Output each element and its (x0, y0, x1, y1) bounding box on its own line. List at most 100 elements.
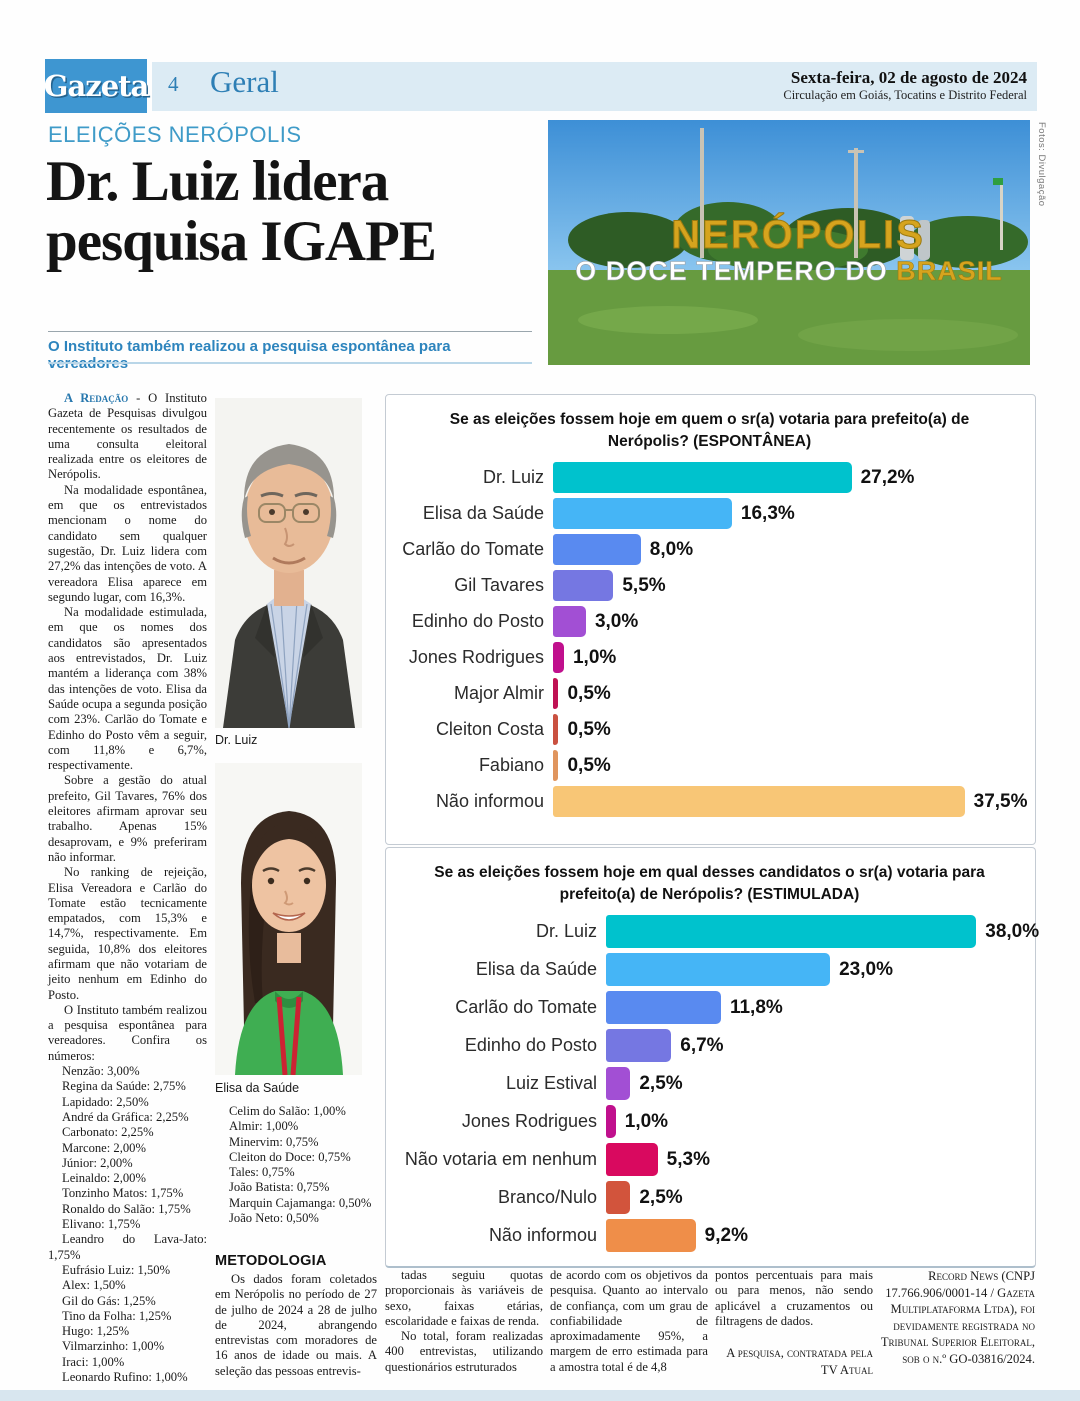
bar-label: Edinho do Posto (411, 611, 544, 632)
date-area: Sexta-feira, 02 de agosto de 2024 Circul… (152, 62, 1037, 111)
methodology-paragraph-3: No total, foram realizadas 400 entrevist… (385, 1329, 543, 1374)
paragraph-2: Na modalidade espontânea, em que os entr… (48, 482, 207, 604)
bar-label: Carlão do Tomate (455, 997, 597, 1018)
paragraph-5: No ranking de rejeição, Elisa Vereadora … (48, 865, 207, 1002)
list-item: Leinaldo: 2,00% (62, 1171, 146, 1186)
bar (606, 953, 831, 987)
bar-row: Luiz Estival 2,5% (394, 1067, 1025, 1101)
bar (606, 1181, 631, 1215)
list-item: André da Gráfica: 2,25% (62, 1109, 189, 1124)
list-item: Vilmarzinho: 1,00% (62, 1339, 165, 1354)
bar (606, 991, 721, 1025)
hero-sign-title: NERÓPOLIS (671, 211, 925, 257)
bar-value: 2,5% (639, 1072, 683, 1094)
hero-photo-illustration: NERÓPOLIS O DOCE TEMPERO DO BRASIL (548, 120, 1030, 365)
bar-row: Dr. Luiz 27,2% (394, 462, 1025, 494)
hero-sign-subtitle: O DOCE TEMPERO DO BRASIL (575, 256, 1003, 286)
hero-sign-subtitle-white: O DOCE TEMPERO DO (575, 256, 896, 286)
bar (606, 1219, 696, 1253)
chart-estimulada-rows: Dr. Luiz 38,0% Elisa da Saúde 23,0% Carlão d… (394, 915, 1039, 1253)
bar (606, 915, 977, 949)
bar-value: 23,0% (839, 958, 893, 980)
page-number: 4 (168, 72, 179, 96)
section-title: Geral (210, 64, 279, 99)
bar-row: Carlão do Tomate 11,8% (394, 991, 1025, 1025)
bar-row: Edinho do Posto 3,0% (394, 606, 1025, 638)
subhead-rule (48, 362, 532, 364)
bar-row: Não informou 37,5% (394, 786, 1028, 818)
bar-value: 9,2% (704, 1224, 748, 1246)
survey-signoff: A pesquisa, contratada pela TV Atual (726, 1346, 873, 1377)
list-item: Tino da Folha: 1,25% (62, 1308, 172, 1323)
chart-espontanea-title: Se as eleições fossem hoje em quem o sr(… (449, 411, 970, 450)
article-column-1: A Redação - O Instituto Gazeta de Pesqui… (48, 391, 207, 1385)
bar-label: Dr. Luiz (482, 467, 544, 488)
bar-value: 1,0% (624, 1110, 669, 1132)
list-item: Ronaldo do Salão: 1,75% (62, 1201, 191, 1216)
bar-track: 5,5% (553, 570, 1025, 602)
bar-value: 27,2% (860, 466, 915, 488)
list-item: Marcone: 2,00% (62, 1140, 146, 1155)
methodology-paragraph-5: pontos percentuais para mais ou para men… (715, 1268, 873, 1328)
bar-row: Elisa da Saúde 16,3% (394, 498, 1025, 530)
list-item: Tonzinho Matos: 1,75% (62, 1186, 184, 1201)
vereadores-list-1: Nenzão: 3,00% Regina da Saúde: 2,75% Lapid… (48, 1064, 207, 1385)
bar-track: 0,5% (553, 750, 1025, 782)
bar (553, 462, 852, 494)
bar-label: Major Almir (453, 683, 544, 704)
vereadores-list-2: Celim do Salão: 1,00% Almir: 1,00% Minervi… (215, 1104, 377, 1226)
list-item: Elivano: 1,75% (62, 1217, 141, 1232)
bar-value: 1,0% (572, 646, 617, 668)
bar-value: 38,0% (985, 920, 1040, 942)
chart-espontanea: Se as eleições fossem hoje em quem o sr(… (385, 394, 1036, 845)
bar-row: Não votaria em nenhum 5,3% (394, 1143, 1025, 1177)
bar-row: Jones Rodrigues 1,0% (394, 642, 1025, 674)
bar-row: Carlão do Tomate 8,0% (394, 534, 1025, 566)
bar-value: 37,5% (973, 790, 1028, 812)
paragraph-1-text: - O Instituto Gazeta de Pesquisas divulg… (48, 391, 207, 482)
subhead: O Instituto também realizou a pesquisa e… (48, 338, 451, 372)
bar-label: Branco/Nulo (497, 1187, 597, 1208)
bar-track: 38,0% (606, 915, 1039, 949)
bar-track: 0,5% (553, 714, 1025, 746)
bar-track: 27,2% (553, 462, 1025, 494)
paragraph-4: Sobre a gestão do atual prefeito, Gil Ta… (48, 773, 207, 864)
list-item: Leandro do Lava-Jato: 1,75% (48, 1232, 207, 1262)
methodology-paragraph-2: tadas seguiu quotas proporcionais às var… (385, 1268, 543, 1328)
methodology-section: METODOLOGIA Os dados foram coletados em … (215, 1253, 377, 1379)
bar-row: Gil Tavares 5,5% (394, 570, 1025, 602)
registration-note: Record News (CNPJ 17.766.906/0001-14 / G… (880, 1269, 1035, 1366)
list-item: Gil do Gás: 1,25% (62, 1293, 156, 1308)
bar-label: Dr. Luiz (535, 921, 597, 942)
bar (606, 1067, 631, 1101)
date-block: Sexta-feira, 02 de agosto de 2024 Circul… (783, 68, 1027, 102)
bar-row: Jones Rodrigues 1,0% (394, 1105, 1025, 1139)
bar (553, 498, 732, 530)
bar-value: 0,5% (567, 754, 611, 776)
bar-label: Elisa da Saúde (475, 959, 597, 980)
bar-label: Fabiano (478, 755, 544, 776)
list-item: Leonardo Rufino: 1,00% (62, 1370, 188, 1384)
list-item: Júnior: 2,00% (62, 1155, 133, 1170)
bar-row: Dr. Luiz 38,0% (394, 915, 1039, 949)
bar-row: Edinho do Posto 6,7% (394, 1029, 1025, 1063)
bar (553, 786, 965, 818)
list-item: Minervim: 0,75% (229, 1134, 319, 1149)
bar-value: 0,5% (567, 718, 611, 740)
bar-row: Não informou 9,2% (394, 1219, 1025, 1253)
methodology-col-4: de acordo com os objetivos da pesquisa. … (550, 1268, 708, 1375)
hero-sign-subtitle-gold: BRASIL (896, 256, 1003, 286)
bar-track: 2,5% (606, 1181, 1025, 1215)
bar (606, 1029, 672, 1063)
kicker: ELEIÇÕES NERÓPOLIS (48, 122, 302, 147)
bar-label: Jones Rodrigues (408, 647, 544, 668)
paragraph-3: Na modalidade estimulada, em que os nome… (48, 605, 207, 773)
bar-label: Elisa da Saúde (422, 503, 544, 524)
bar-row: Elisa da Saúde 23,0% (394, 953, 1025, 987)
bar-value: 3,0% (594, 610, 639, 632)
list-item: Lapidado: 2,50% (62, 1094, 149, 1109)
list-item: Iraci: 1,00% (62, 1354, 125, 1369)
bar-track: 0,5% (553, 678, 1025, 710)
list-item: Celim do Salão: 1,00% (229, 1104, 346, 1118)
bar-label: Jones Rodrigues (461, 1111, 597, 1132)
